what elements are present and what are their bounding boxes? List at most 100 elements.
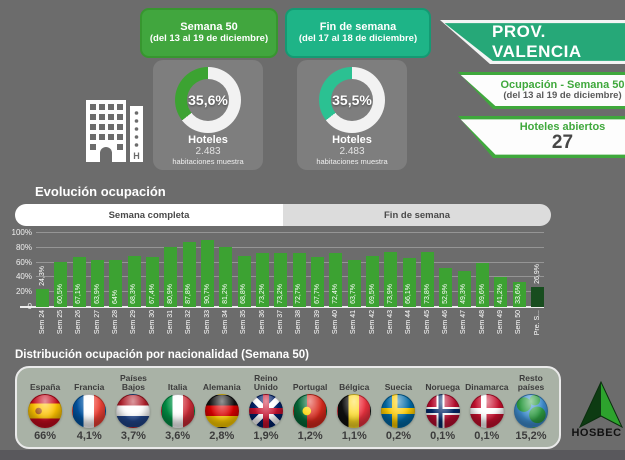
- occupancy-bar[interactable]: [91, 259, 104, 307]
- x-axis-label: Sem 31: [166, 310, 174, 335]
- occupancy-bar[interactable]: [347, 259, 361, 307]
- occupancy-bar[interactable]: [457, 270, 471, 307]
- bar-value-label: 73,2%: [258, 284, 266, 304]
- nationality-item: Noruega 0,1%: [421, 374, 465, 442]
- x-axis-label: Sem 37: [276, 310, 284, 335]
- tab-fin-de-semana[interactable]: Fin de semana: [283, 204, 551, 226]
- occupancy-bar[interactable]: [402, 258, 416, 307]
- france-flag-icon: [72, 393, 107, 428]
- nationality-item: Bélgica 1,1%: [332, 374, 376, 442]
- country-name: Países Bajos: [119, 372, 147, 392]
- nationality-item: Países Bajos 3,7%: [111, 372, 155, 442]
- occupancy-bar[interactable]: [366, 255, 379, 307]
- occupancy-bar[interactable]: [329, 253, 343, 307]
- country-name: España: [29, 381, 61, 392]
- bar-value-label: 33,6%: [515, 284, 523, 304]
- bar-value-label: 67,1%: [75, 284, 83, 304]
- country-share: 66%: [34, 429, 57, 442]
- occupancy-bar[interactable]: [531, 287, 544, 307]
- bar-value-label: 80,9%: [166, 284, 174, 304]
- country-name: Italia: [167, 381, 188, 392]
- portugal-flag-icon: [293, 393, 328, 428]
- x-axis-label: Sem 43: [386, 310, 394, 335]
- bar-value-label: 49,3%: [460, 284, 468, 304]
- occupancy-bar[interactable]: [256, 252, 269, 307]
- occupancy-bar[interactable]: [36, 289, 49, 307]
- bar-value-label: 73,8%: [423, 284, 431, 304]
- occupancy-bar[interactable]: [292, 253, 306, 307]
- bar-value-label: 60,5%: [56, 284, 64, 304]
- country-share: 0,2%: [385, 429, 411, 442]
- occupancy-bar[interactable]: [219, 246, 233, 307]
- x-axis-label: Sem 32: [185, 310, 193, 335]
- country-share: 3,6%: [165, 429, 191, 442]
- bar-value-label: 67,4%: [148, 284, 156, 304]
- germany-flag-icon: [204, 393, 239, 428]
- occupancy-bar[interactable]: [109, 259, 123, 307]
- x-axis-label: Sem 34: [221, 310, 229, 335]
- spain-flag-icon: [28, 393, 63, 428]
- occupancy-bar[interactable]: [201, 239, 214, 307]
- bar-value-label: 26,9%: [533, 264, 541, 285]
- occupancy-bar[interactable]: [182, 242, 196, 307]
- nationality-item: Dinamarca 0,1%: [465, 374, 509, 441]
- country-share: 3,7%: [120, 429, 146, 442]
- occupancy-bar[interactable]: [494, 276, 508, 307]
- country-share: 0,1%: [430, 429, 456, 442]
- y-axis-tick: 40%: [15, 272, 32, 282]
- y-axis-tick: 80%: [15, 242, 32, 252]
- tab-semana-completa[interactable]: Semana completa: [15, 204, 283, 226]
- nationality-item: España 66%: [23, 374, 67, 442]
- hotels-label: Hoteles: [332, 134, 372, 146]
- belgium-flag-icon: [337, 393, 372, 428]
- x-axis-label: Sem 30: [148, 310, 156, 335]
- occupancy-bar[interactable]: [164, 247, 178, 307]
- card-subtitle: (del 13 al 19 de diciembre): [149, 32, 269, 44]
- occupancy-bar[interactable]: [72, 257, 86, 307]
- region-title: PROV. VALENCIA: [492, 22, 582, 61]
- x-axis-label: Sem 41: [350, 310, 358, 335]
- sweden-flag-icon: [381, 393, 416, 428]
- bar-value-label: 67,7%: [313, 284, 321, 304]
- occupancy-bar[interactable]: [54, 262, 68, 307]
- occupancy-bar[interactable]: [127, 256, 141, 307]
- occupancy-bar[interactable]: [274, 252, 288, 307]
- country-name: Reino Unido: [253, 372, 278, 392]
- occupancy-donut-week: 35,6%: [175, 67, 241, 133]
- x-axis-label: Sem 44: [405, 310, 413, 335]
- country-share: 15,2%: [515, 429, 547, 442]
- y-axis-tick: 100%: [11, 228, 32, 237]
- region-banner: PROV. VALENCIA: [440, 20, 625, 64]
- x-axis-label: Sem 39: [313, 310, 321, 335]
- occupancy-bar[interactable]: [384, 252, 398, 307]
- occupancy-bar[interactable]: [237, 256, 251, 307]
- open-hotels-banner: Hoteles abiertos 27: [458, 116, 625, 158]
- x-axis-label: Sem 36: [258, 310, 266, 335]
- occupancy-bar[interactable]: [439, 267, 453, 307]
- country-name: Dinamarca: [465, 381, 509, 392]
- x-axis-label: Sem 28: [111, 310, 119, 335]
- bar-value-label: 52,9%: [441, 284, 449, 304]
- bar-value-label: 64%: [111, 289, 119, 304]
- occupancy-bar[interactable]: [512, 282, 526, 307]
- occupancy-bar[interactable]: [311, 256, 324, 307]
- hosbec-logo-text: HOSBEC: [571, 427, 622, 439]
- country-name: Resto países: [517, 372, 545, 392]
- x-axis-label: Sem 45: [423, 310, 431, 335]
- occupancy-bar[interactable]: [146, 257, 159, 307]
- occupancy-bar[interactable]: [476, 262, 489, 307]
- occupancy-bar-chart: 100% 80% 60% 40% 20% 0 24,3% Sem 24 60,5% Sem 25 6…: [12, 228, 544, 335]
- banner-title: Ocupación - Semana 50: [500, 79, 625, 92]
- bar-value-label: 41,2%: [496, 284, 504, 304]
- norway-flag-icon: [425, 393, 460, 428]
- sample-rooms: 2.483: [339, 146, 365, 157]
- x-axis-label: Sem 25: [56, 310, 64, 335]
- bar-value-label: 73,2%: [276, 284, 284, 304]
- card-subtitle: (del 17 al 18 de diciembre): [298, 32, 418, 44]
- footer-bar: [0, 450, 625, 460]
- occupancy-bar[interactable]: [421, 252, 434, 307]
- x-axis-label: Sem 46: [441, 310, 449, 335]
- x-axis-label: Sem 27: [93, 310, 101, 335]
- denmark-flag-icon: [469, 393, 504, 428]
